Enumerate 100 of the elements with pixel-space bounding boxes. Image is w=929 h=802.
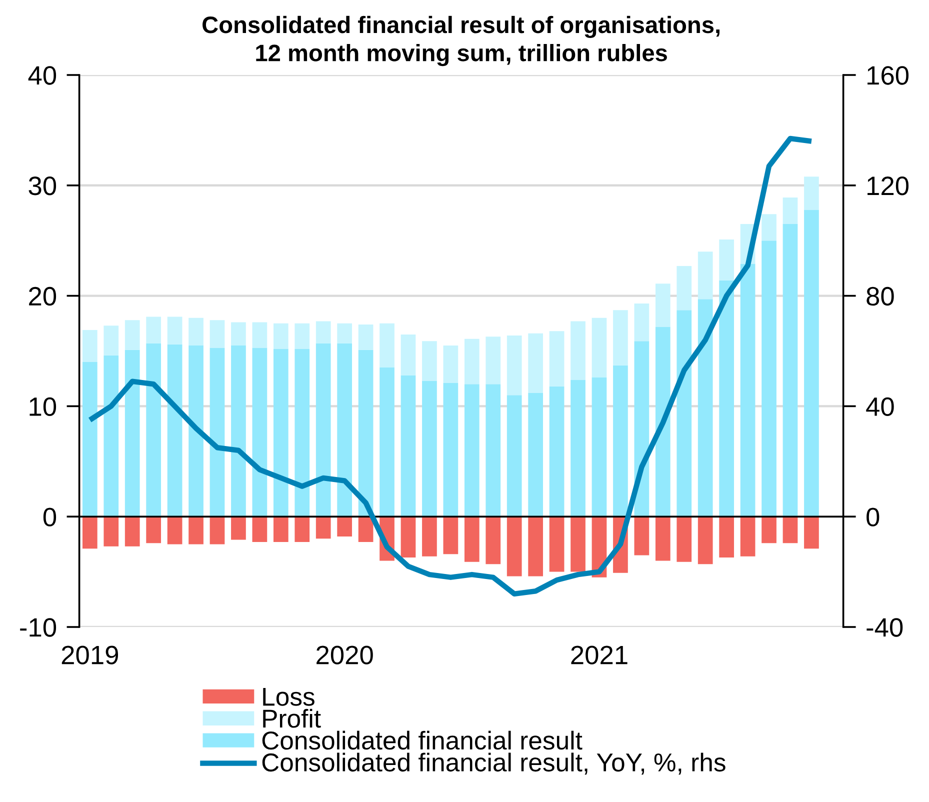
bar (464, 516, 480, 562)
y2-tick-label: 0 (866, 508, 880, 526)
bar (422, 516, 437, 556)
legend-label: Consolidated financial result (262, 730, 582, 750)
bar (762, 214, 776, 241)
bar (188, 516, 204, 544)
bar (464, 384, 480, 517)
bar (124, 516, 140, 546)
y-tick-label: 30 (28, 176, 56, 196)
bar (506, 516, 522, 576)
bar (422, 380, 437, 517)
bar (592, 377, 607, 517)
bar (698, 516, 713, 564)
bar (676, 266, 692, 310)
bar (294, 348, 310, 517)
legend-label: Consolidated financial result, YoY, %, rhs (262, 752, 726, 775)
bar (782, 198, 798, 224)
y-tick-label: 0 (43, 508, 56, 526)
bar (528, 516, 544, 576)
bar (443, 383, 458, 517)
y-tick-label: -10 (20, 618, 56, 637)
bar (528, 333, 544, 393)
bar (486, 336, 501, 384)
bar (146, 516, 162, 544)
bar (719, 516, 734, 558)
bar (167, 516, 182, 544)
bar (231, 322, 246, 346)
bar (188, 318, 204, 346)
bar (167, 344, 182, 517)
bar (124, 350, 140, 517)
bar (762, 516, 776, 544)
y2-tick-label: 120 (868, 176, 909, 196)
bar (252, 516, 268, 542)
bar (804, 210, 819, 517)
bar (719, 239, 734, 280)
bar (655, 516, 670, 561)
bar (443, 345, 458, 384)
bar (358, 516, 374, 542)
bar (592, 318, 607, 378)
bar (337, 516, 352, 536)
bar (231, 516, 246, 540)
bar (294, 323, 310, 349)
bar (104, 326, 119, 356)
bar (613, 310, 628, 366)
y2-tick-label: -40 (866, 618, 903, 637)
bar (124, 320, 140, 350)
bar (210, 516, 225, 544)
bar (570, 380, 586, 517)
bar (549, 516, 564, 572)
bar (273, 323, 288, 349)
bar (740, 264, 756, 517)
legend-label: Profit (263, 708, 321, 728)
bar (549, 386, 564, 517)
bar (210, 320, 225, 348)
bar (210, 348, 225, 517)
bar (676, 310, 692, 517)
bar (570, 516, 586, 572)
bar (422, 341, 437, 381)
bar (740, 516, 756, 556)
bar (104, 355, 119, 517)
bar (528, 392, 544, 517)
bar (337, 323, 352, 344)
bar (104, 516, 119, 546)
bar (762, 240, 776, 517)
bar (782, 224, 798, 517)
bar (400, 334, 416, 376)
bar (400, 375, 416, 517)
bar (443, 516, 458, 554)
bar (613, 365, 628, 517)
bar (316, 516, 331, 539)
bar (316, 321, 331, 344)
bar (506, 395, 522, 517)
x-tick-label: 2020 (316, 646, 373, 664)
bar (400, 516, 416, 558)
bar (486, 516, 501, 564)
y2-tick-label: 160 (868, 66, 909, 85)
bar (464, 338, 480, 384)
y2-tick-label: 40 (866, 397, 894, 416)
bar (252, 348, 268, 517)
y-tick-label: 40 (28, 66, 56, 85)
bar (82, 516, 98, 549)
bar (146, 343, 162, 517)
bar (655, 326, 670, 517)
bar (273, 348, 288, 517)
x-tick-label: 2019 (62, 646, 118, 664)
bar (570, 321, 586, 380)
x-tick-label: 2021 (571, 646, 628, 664)
bar (146, 316, 162, 344)
bar (698, 299, 713, 517)
bar (782, 516, 798, 544)
bar (655, 284, 670, 327)
chart-title: Consolidated financial result of organisations, 12 month moving sum, trillion rubles (202, 16, 720, 66)
bar (273, 516, 288, 542)
bar (380, 323, 394, 368)
bar (506, 336, 522, 396)
bar (231, 345, 246, 517)
bar (82, 330, 98, 362)
bar (294, 516, 310, 542)
bar (634, 516, 650, 556)
bar (380, 368, 394, 517)
